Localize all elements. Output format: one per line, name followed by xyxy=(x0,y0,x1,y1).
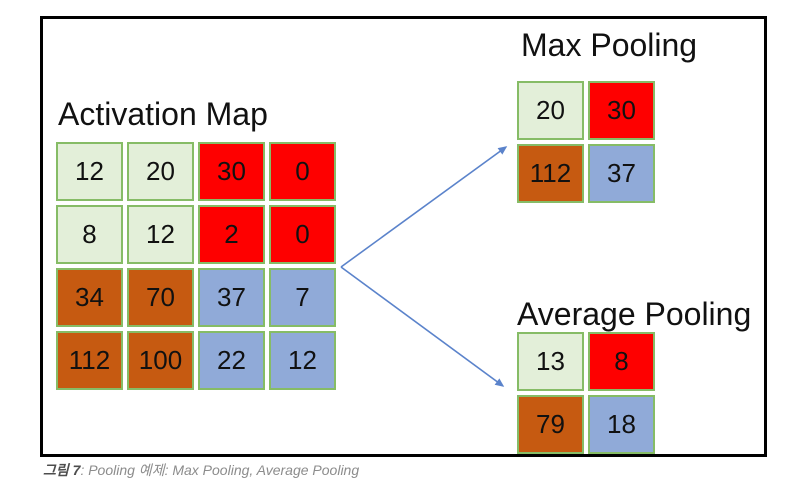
activation-cell: 2 xyxy=(198,205,265,264)
average-pooling-grid: 13 8 79 18 xyxy=(517,332,655,454)
figure-caption: 그림 7: Pooling 예제: Max Pooling, Average P… xyxy=(43,460,359,480)
max-pooling-cell: 20 xyxy=(517,81,584,140)
activation-cell: 100 xyxy=(127,331,194,390)
activation-cell: 112 xyxy=(56,331,123,390)
activation-cell: 12 xyxy=(127,205,194,264)
average-pooling-title: Average Pooling xyxy=(517,296,752,332)
activation-cell: 12 xyxy=(56,142,123,201)
arrow-to-average-pooling xyxy=(340,266,505,387)
activation-map-title: Activation Map xyxy=(58,96,268,132)
figure-frame: Activation Map Max Pooling Average Pooli… xyxy=(40,16,767,457)
max-pooling-title: Max Pooling xyxy=(521,27,698,63)
max-pooling-cell: 30 xyxy=(588,81,655,140)
activation-cell: 0 xyxy=(269,142,336,201)
activation-cell: 22 xyxy=(198,331,265,390)
activation-cell: 8 xyxy=(56,205,123,264)
average-pooling-cell: 8 xyxy=(588,332,655,391)
arrow-to-max-pooling xyxy=(340,146,508,268)
activation-cell: 12 xyxy=(269,331,336,390)
activation-cell: 34 xyxy=(56,268,123,327)
max-pooling-cell: 112 xyxy=(517,144,584,203)
activation-cell: 30 xyxy=(198,142,265,201)
max-pooling-cell: 37 xyxy=(588,144,655,203)
activation-cell: 7 xyxy=(269,268,336,327)
activation-cell: 0 xyxy=(269,205,336,264)
average-pooling-cell: 79 xyxy=(517,395,584,454)
activation-map-grid: 12 20 30 0 8 12 2 0 34 70 37 7 112 100 2… xyxy=(56,142,336,390)
max-pooling-grid: 20 30 112 37 xyxy=(517,81,655,203)
figure-caption-label: 그림 7 xyxy=(43,462,81,478)
figure-caption-text: : Pooling 예제: Max Pooling, Average Pooli… xyxy=(80,462,360,478)
activation-cell: 37 xyxy=(198,268,265,327)
activation-cell: 20 xyxy=(127,142,194,201)
average-pooling-cell: 18 xyxy=(588,395,655,454)
activation-cell: 70 xyxy=(127,268,194,327)
average-pooling-cell: 13 xyxy=(517,332,584,391)
